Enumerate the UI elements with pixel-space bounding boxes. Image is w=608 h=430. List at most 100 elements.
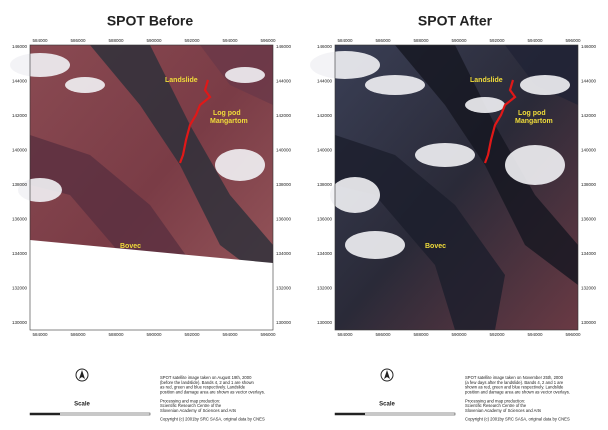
x-tick-label: 586000 [70,38,86,43]
y-tick-label: 142000 [581,113,597,118]
x-tick-label: 588000 [108,38,124,43]
north-arrow [79,370,85,379]
place-label: Bovec [425,243,446,250]
terrain [90,45,273,285]
y-tick-label: 142000 [12,113,28,118]
x-tick-label: 594000 [527,38,543,43]
y-tick-label: 130000 [581,320,597,325]
caption-line: SPOT satellite image taken on August 19t… [160,375,252,380]
y-tick-label: 144000 [12,79,28,84]
y-tick-label: 146000 [12,44,28,49]
snow [520,75,570,95]
y-tick-label: 134000 [581,251,597,256]
map-frame [29,44,274,331]
y-tick-label: 138000 [581,182,597,187]
y-tick-label: 138000 [317,182,333,187]
y-tick-label: 136000 [581,217,597,222]
y-tick-label: 134000 [317,251,333,256]
y-tick-label: 140000 [12,148,28,153]
snow [65,77,105,93]
caption-line: position and damage area are shown as ve… [160,390,265,395]
x-tick-label: 586000 [375,332,391,337]
place-label: Landslide [470,77,503,84]
y-tick-label: 136000 [276,217,292,222]
landslide-line [178,79,212,164]
y-tick-label: 142000 [276,113,292,118]
snow [10,53,70,77]
y-tick-label: 134000 [12,251,28,256]
place-label: Mangartom [210,118,248,125]
x-tick-label: 590000 [146,38,162,43]
place-label: Log pod [213,110,241,117]
x-tick-label: 586000 [375,38,391,43]
place-label: Log pod [518,110,546,117]
y-tick-label: 146000 [276,44,292,49]
caption-line: Copyright (c) 2001by SRC SASA, original … [465,417,570,422]
caption-line: Processing and map production: [465,398,525,403]
x-tick-label: 588000 [413,38,429,43]
y-tick-label: 132000 [12,286,28,291]
terrain [335,135,505,330]
x-tick-label: 596000 [260,332,276,337]
caption-line: (a few days after the landslide). Bands … [465,380,564,385]
terrain [395,45,578,285]
x-tick-label: 592000 [489,332,505,337]
y-tick-label: 134000 [276,251,292,256]
map-frame [334,44,579,331]
x-tick-label: 590000 [451,332,467,337]
snow [215,149,265,181]
x-tick-label: 594000 [527,332,543,337]
y-tick-label: 146000 [581,44,597,49]
caption-line: Slovenian Academy of Sciences and Arts [160,408,236,413]
y-tick-label: 140000 [317,148,333,153]
caption-line: Slovenian Academy of Sciences and Arts [465,408,541,413]
snow [330,177,380,213]
y-tick-label: 130000 [12,320,28,325]
caption-line: SPOT satellite image taken on November 2… [465,375,564,380]
x-tick-label: 592000 [184,332,200,337]
landslide-line [483,79,517,164]
y-tick-label: 144000 [317,79,333,84]
scale-title: Scale [379,402,395,408]
x-tick-label: 586000 [70,332,86,337]
x-tick-label: 584000 [337,332,353,337]
x-tick-label: 588000 [108,332,124,337]
y-tick-label: 140000 [276,148,292,153]
y-tick-label: 146000 [317,44,333,49]
panel-title: SPOT Before [107,13,194,29]
x-tick-label: 590000 [451,38,467,43]
y-tick-label: 142000 [317,113,333,118]
y-tick-label: 140000 [581,148,597,153]
x-tick-label: 596000 [260,38,276,43]
y-tick-label: 136000 [317,217,333,222]
x-tick-label: 596000 [565,38,581,43]
snow [365,75,425,95]
y-tick-label: 136000 [12,217,28,222]
north-arrow [384,370,390,379]
scale-bar [335,413,365,415]
x-tick-label: 594000 [222,38,238,43]
panel-title: SPOT After [418,13,493,29]
caption-line: position and damage area are shown as ve… [465,390,570,395]
y-tick-label: 132000 [581,286,597,291]
y-tick-label: 130000 [317,320,333,325]
y-tick-label: 138000 [12,182,28,187]
caption-line: Scientific Research Centre of the [160,403,222,408]
snow [415,143,475,167]
snow [345,231,405,259]
place-label: Landslide [165,77,198,84]
snow [18,178,62,202]
x-tick-label: 584000 [32,38,48,43]
x-tick-label: 590000 [146,332,162,337]
caption-line: (before the landslide). Bands 4, 2 and 1… [160,380,254,385]
snow [225,67,265,83]
snow [465,97,505,113]
place-label: Mangartom [515,118,553,125]
x-tick-label: 596000 [565,332,581,337]
y-tick-label: 130000 [276,320,292,325]
y-tick-label: 132000 [317,286,333,291]
scale-title: Scale [74,402,90,408]
